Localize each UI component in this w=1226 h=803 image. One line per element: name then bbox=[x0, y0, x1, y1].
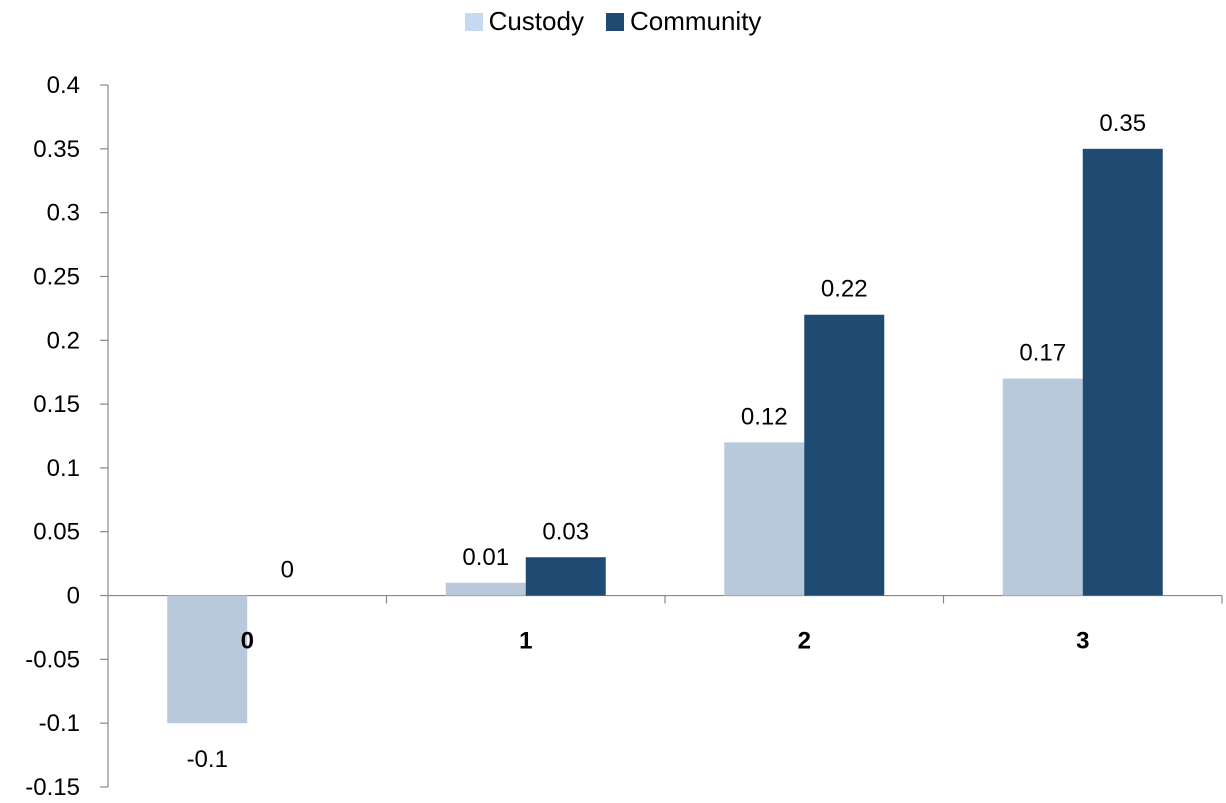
y-tick-label: 0.1 bbox=[47, 455, 80, 482]
data-label: 0 bbox=[281, 557, 294, 584]
y-tick-label: 0.3 bbox=[47, 200, 80, 227]
data-label: 0.03 bbox=[542, 518, 589, 545]
bar-custody-1 bbox=[445, 582, 526, 596]
y-tick-label: 0.05 bbox=[33, 519, 80, 546]
bar-community-3 bbox=[1082, 148, 1163, 596]
y-tick-label: 0.35 bbox=[33, 136, 80, 163]
legend: Custody Community bbox=[0, 6, 1226, 37]
y-tick-label: 0.15 bbox=[33, 391, 80, 418]
data-label: 0.35 bbox=[1099, 110, 1146, 137]
legend-item-custody: Custody bbox=[464, 6, 584, 37]
bar-community-2 bbox=[804, 314, 885, 596]
y-tick-label: -0.05 bbox=[25, 646, 80, 673]
legend-label-community: Community bbox=[629, 6, 762, 36]
legend-swatch-custody bbox=[464, 12, 483, 31]
y-tick-label: 0.4 bbox=[47, 72, 80, 99]
data-label: 0.12 bbox=[741, 403, 788, 430]
x-tick-label: 3 bbox=[1076, 628, 1089, 655]
data-label: 0.22 bbox=[821, 276, 868, 303]
y-tick-label: 0 bbox=[67, 583, 80, 610]
y-tick-label: 0.2 bbox=[47, 327, 80, 354]
bar-community-1 bbox=[525, 557, 606, 596]
bar-custody-0 bbox=[167, 595, 248, 724]
data-label: -0.1 bbox=[187, 746, 228, 773]
y-tick-label: -0.1 bbox=[39, 710, 80, 737]
bar-custody-2 bbox=[724, 442, 805, 596]
legend-item-community: Community bbox=[605, 6, 762, 37]
legend-label-custody: Custody bbox=[488, 6, 584, 36]
x-tick-label: 2 bbox=[798, 628, 811, 655]
x-tick-label: 0 bbox=[241, 628, 254, 655]
data-label: 0.17 bbox=[1019, 340, 1066, 367]
x-tick-label: 1 bbox=[519, 628, 532, 655]
bar-custody-3 bbox=[1002, 378, 1083, 596]
data-label: 0.01 bbox=[462, 544, 509, 571]
y-tick-label: 0.25 bbox=[33, 263, 80, 290]
y-tick-label: -0.15 bbox=[25, 774, 80, 801]
legend-swatch-community bbox=[605, 12, 624, 31]
